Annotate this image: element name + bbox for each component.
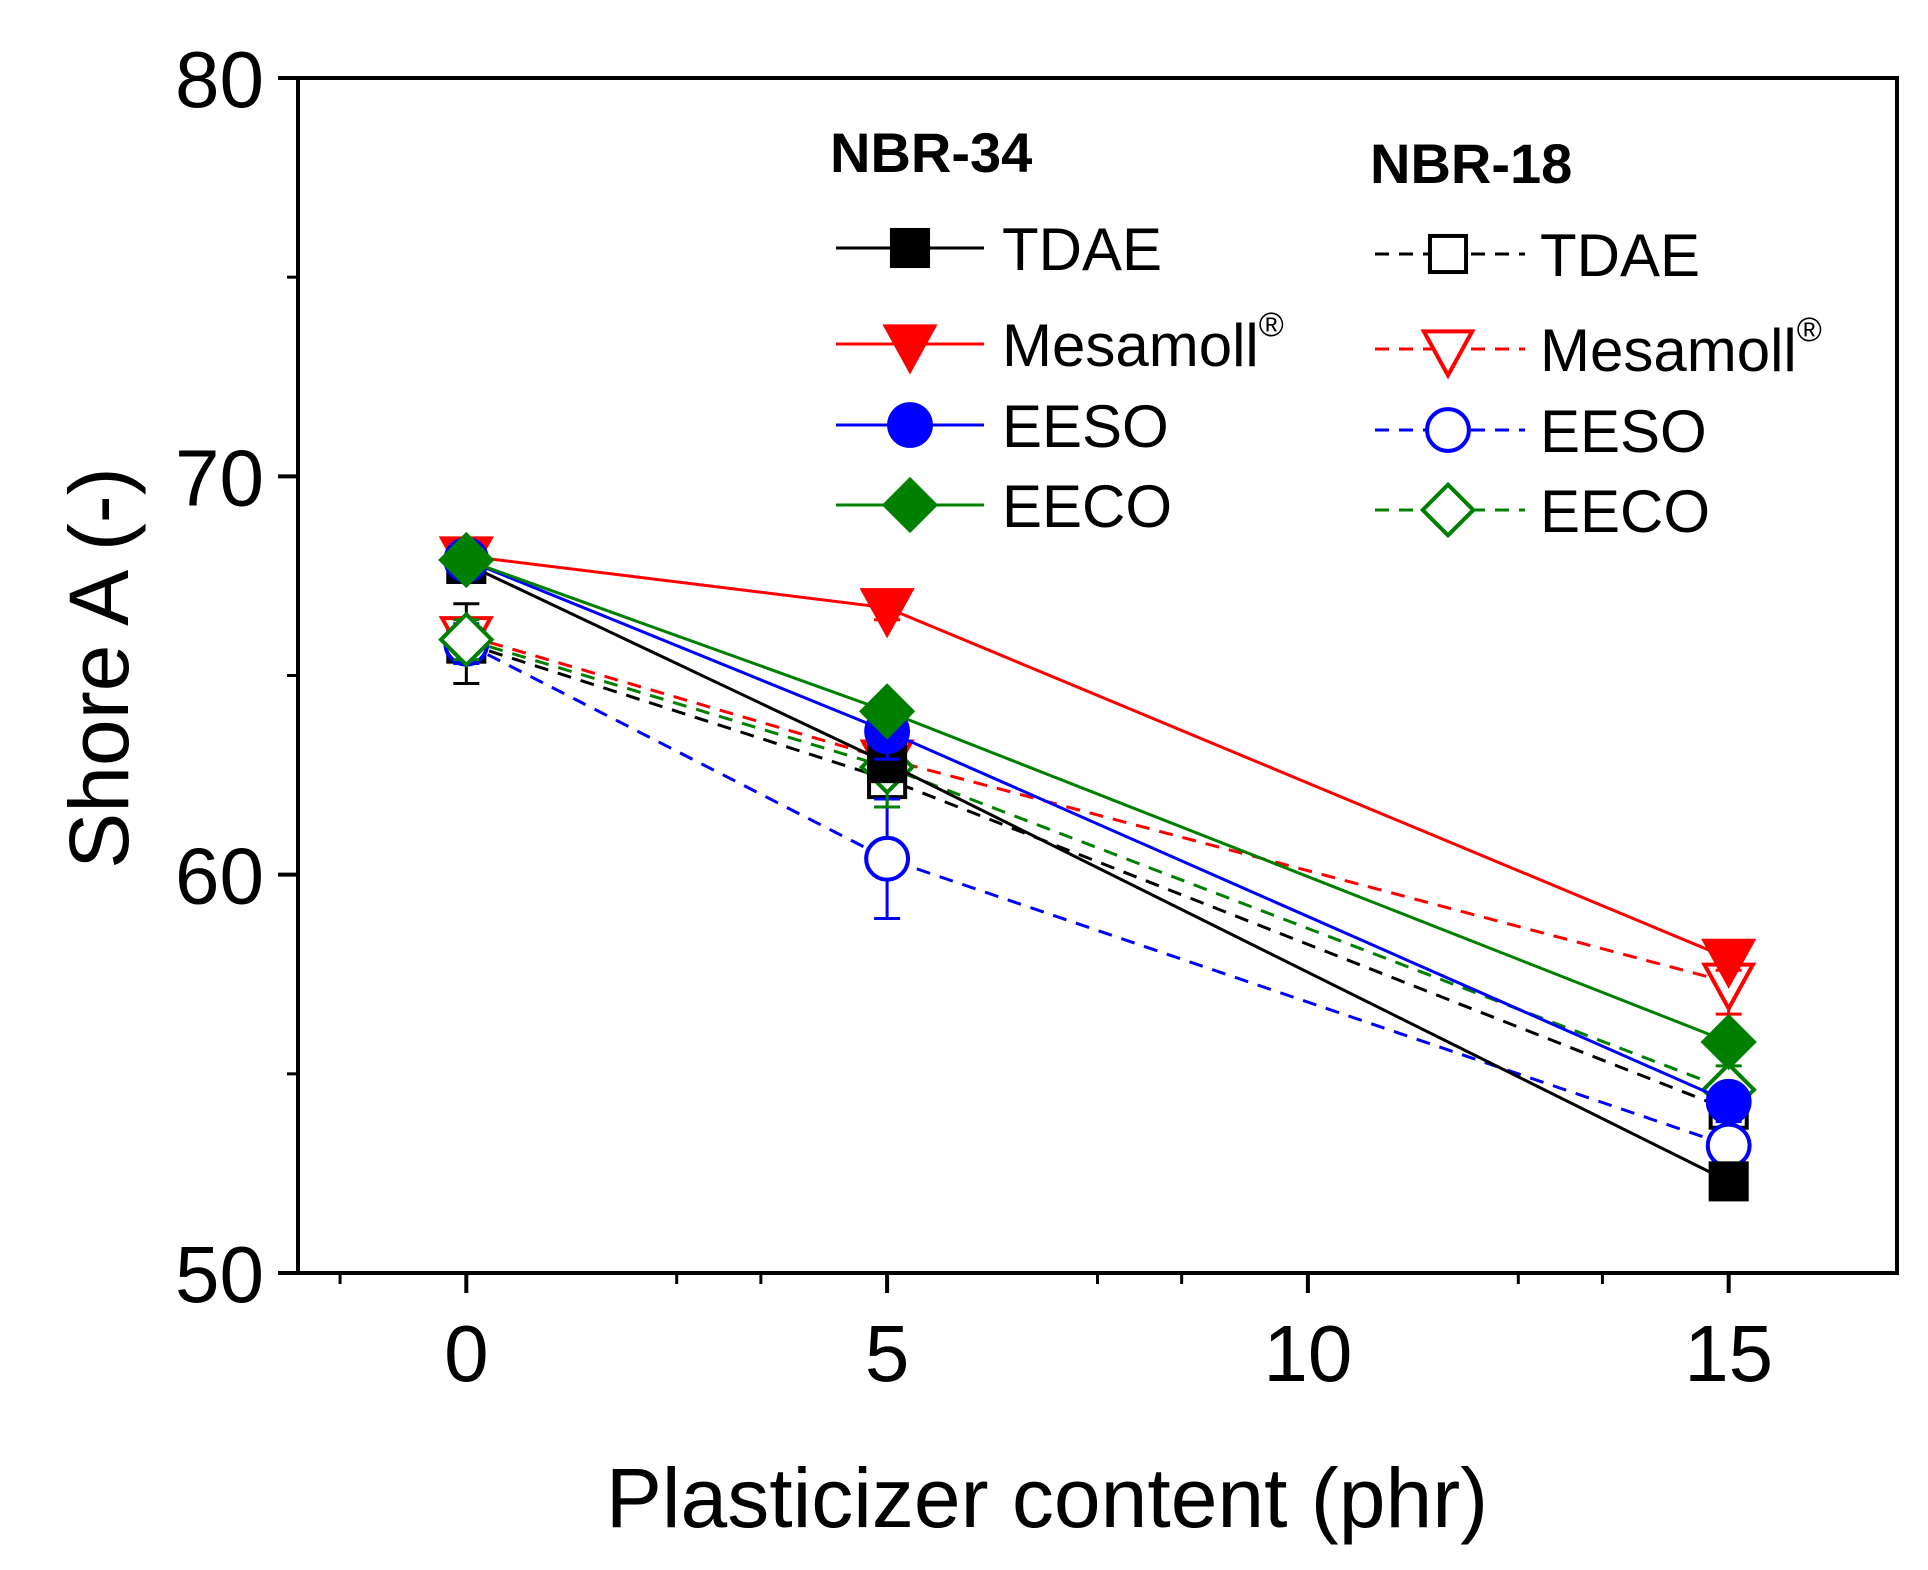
data-point xyxy=(867,743,908,784)
legend-label: EESO xyxy=(1540,398,1707,465)
legend-label: TDAE xyxy=(1002,216,1162,283)
legend: NBR-34 TDAE Mesamoll® EESO EECO NBR-18 TDAE Mes… xyxy=(830,121,1822,545)
legend-item: Mesamoll® xyxy=(836,306,1284,379)
legend-marker xyxy=(1419,481,1477,539)
x-tick-label: 5 xyxy=(865,1309,910,1398)
legend-marker xyxy=(1420,329,1476,380)
legend-title: NBR-18 xyxy=(1370,132,1572,195)
y-tick-label: 50 xyxy=(175,1230,264,1319)
data-point xyxy=(1705,1078,1752,1125)
registered-mark: ® xyxy=(1259,306,1284,344)
tick-labels: 0 5 10 15 50 60 70 80 xyxy=(175,35,1773,1398)
y-tick-label: 60 xyxy=(175,832,264,921)
legend-title: NBR-34 xyxy=(830,121,1032,184)
legend-item: EECO xyxy=(1375,478,1710,545)
data-point xyxy=(859,588,915,639)
legend-marker xyxy=(887,402,933,448)
series-nbr-34-eeco xyxy=(438,531,1757,1071)
legend-label: Mesamoll® xyxy=(1540,311,1822,384)
x-tick-label: 10 xyxy=(1263,1309,1352,1398)
data-point xyxy=(1701,938,1757,989)
data-point xyxy=(438,531,495,589)
legend-label: EECO xyxy=(1540,478,1710,545)
legend-marker xyxy=(882,324,938,375)
series-line xyxy=(465,642,1730,1147)
legend-item: EECO xyxy=(836,473,1172,540)
legend-item: TDAE xyxy=(836,216,1162,283)
data-point xyxy=(1708,1161,1749,1202)
legend-label: EECO xyxy=(1002,473,1172,540)
legend-item: Mesamoll® xyxy=(1375,311,1822,384)
x-axis-title: Plasticizer content (phr) xyxy=(606,1451,1488,1545)
x-tick-label: 0 xyxy=(444,1309,489,1398)
legend-marker xyxy=(889,227,931,269)
y-axis-title: Shore A (-) xyxy=(52,467,146,869)
legend-group-nbr-18: NBR-18 TDAE Mesamoll® EESO EECO xyxy=(1370,132,1822,545)
legend-marker xyxy=(881,476,939,534)
data-point xyxy=(1700,1013,1757,1071)
plot-series xyxy=(438,531,1757,1202)
legend-item: TDAE xyxy=(1375,222,1700,289)
registered-mark: ® xyxy=(1797,311,1822,349)
legend-item: EESO xyxy=(1375,398,1707,465)
legend-marker xyxy=(1425,407,1471,453)
data-point xyxy=(438,611,495,668)
legend-label: Mesamoll® xyxy=(1002,306,1284,379)
data-point xyxy=(1705,1122,1752,1169)
x-tick-label: 15 xyxy=(1684,1309,1773,1398)
axis-ticks xyxy=(278,76,1731,1293)
y-tick-label: 70 xyxy=(175,433,264,522)
data-point xyxy=(864,835,911,882)
legend-label: TDAE xyxy=(1540,222,1700,289)
legend-item: EESO xyxy=(836,393,1169,460)
legend-group-nbr-34: NBR-34 TDAE Mesamoll® EESO EECO xyxy=(830,121,1284,540)
legend-marker xyxy=(1427,233,1469,275)
legend-label: EESO xyxy=(1002,393,1169,460)
y-tick-label: 80 xyxy=(175,35,264,124)
data-point xyxy=(858,683,916,740)
